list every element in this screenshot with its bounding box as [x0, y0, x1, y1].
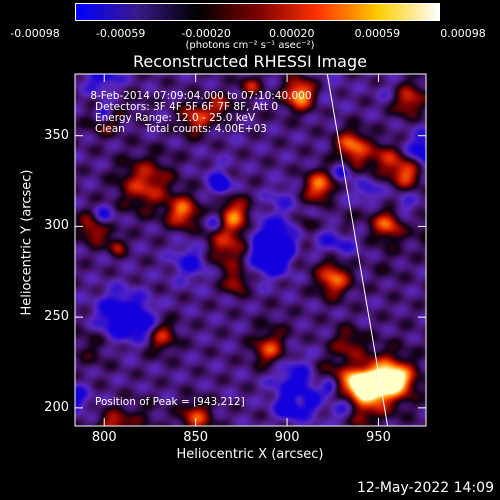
- y-axis-label: Heliocentric Y (arcsec): [19, 169, 35, 316]
- y-tick-label: 250: [44, 309, 69, 325]
- annotation-clean-counts: Clean Total counts: 4.00E+03: [95, 123, 267, 135]
- x-tick-label: 950: [366, 430, 391, 445]
- colorbar-tick-label: -0.00059: [95, 27, 146, 40]
- annotation-energy-range: Energy Range: 12.0 - 25.0 keV: [95, 112, 256, 124]
- colorbar-tick-label: 0.00020: [269, 27, 315, 40]
- chart-title: Reconstructed RHESSI Image: [133, 52, 367, 71]
- x-tick-label: 900: [274, 430, 300, 445]
- solar-limb-line: [326, 73, 389, 427]
- colorbar-tick-label: 0.00098: [440, 27, 486, 40]
- y-tick-label: 300: [44, 218, 69, 234]
- colorbar-tick-label: 0.00059: [354, 27, 401, 40]
- annotation-time-range: 8-Feb-2014 07:09:04.000 to 07:10:40.000: [87, 90, 312, 102]
- x-tick-label: 850: [183, 430, 209, 445]
- heatmap-image: [75, 74, 426, 426]
- x-axis-label: Heliocentric X (arcsec): [176, 447, 324, 462]
- x-tick-label: 800: [91, 430, 117, 445]
- datestamp: 12-May-2022 14:09: [356, 480, 494, 496]
- y-tick-label: 350: [44, 127, 69, 143]
- colorbar-tick-label: -0.00098: [10, 27, 60, 40]
- colorbar-tick-label: -0.00020: [181, 27, 231, 40]
- annotation-peak-position: Position of Peak = [943,212]: [95, 396, 245, 408]
- annotation-detectors: Detectors: 3F 4F 5F 6F 7F 8F, Att 0: [95, 101, 279, 113]
- colorbar: [75, 3, 440, 21]
- plot-frame: [74, 73, 427, 427]
- colorbar-unit-label: (photons cm⁻² s⁻¹ asec⁻²): [185, 40, 315, 51]
- y-tick-label: 200: [44, 399, 69, 415]
